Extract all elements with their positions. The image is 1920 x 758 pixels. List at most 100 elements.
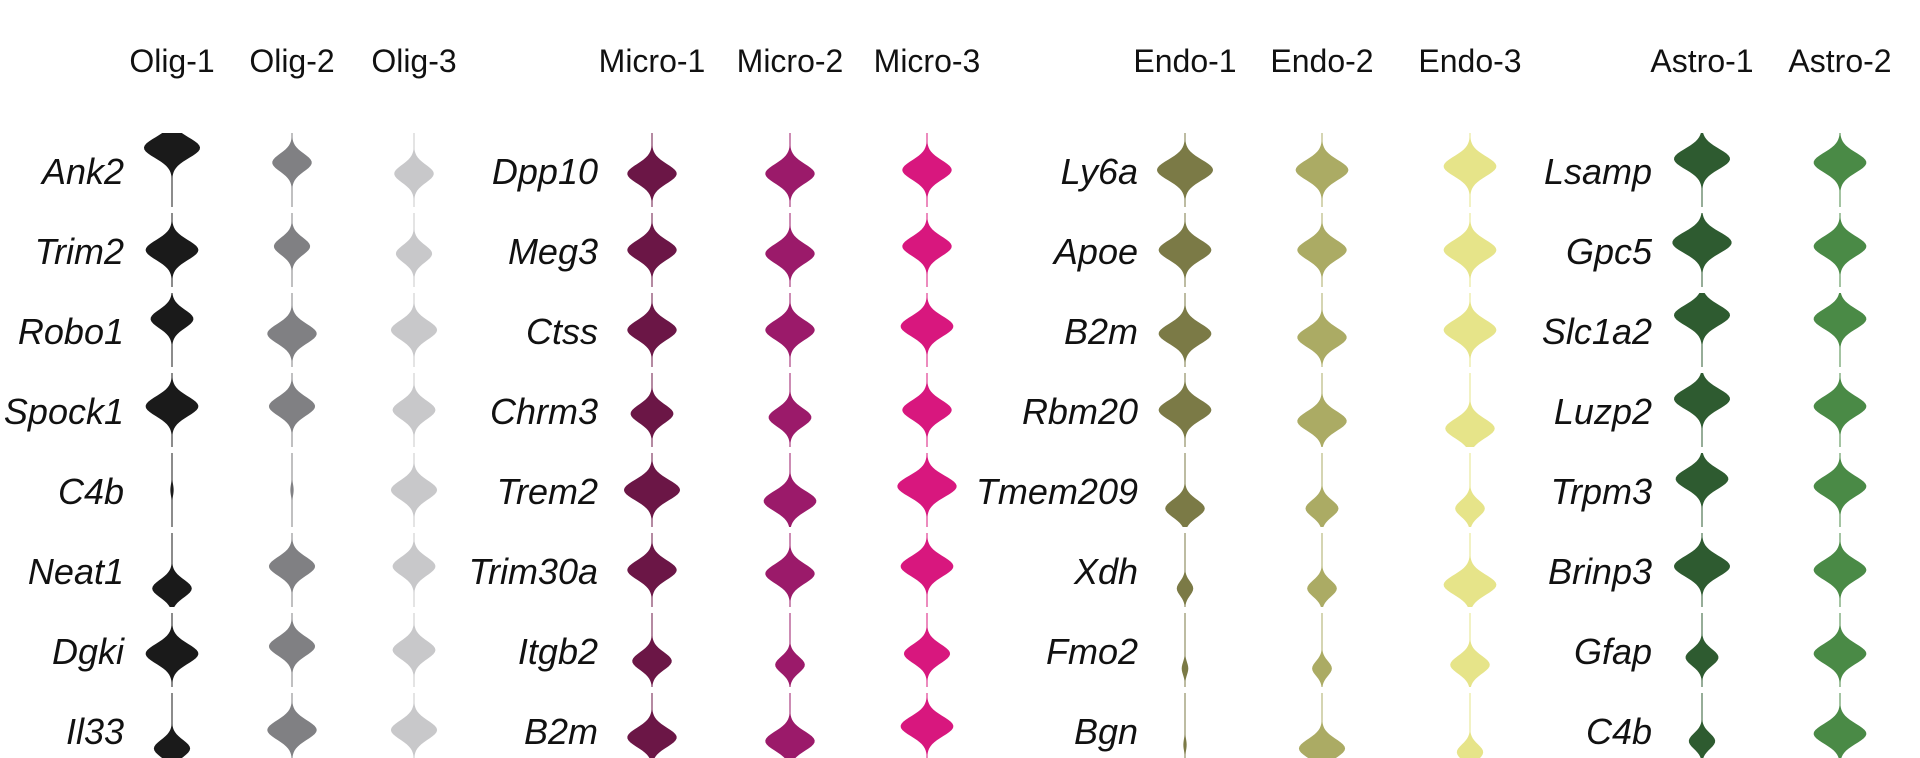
gene-label-xdh: Xdh xyxy=(1073,551,1138,592)
violin-micro-3-trim30a xyxy=(900,533,954,607)
violin-micro-2-dpp10 xyxy=(765,133,815,207)
violin-olig-2-ank2 xyxy=(272,133,312,207)
gene-label-gpc5: Gpc5 xyxy=(1566,231,1653,272)
violin-olig-1-il33 xyxy=(153,693,191,758)
violin-endo-1-xdh xyxy=(1176,533,1194,607)
violin-olig-1-neat1 xyxy=(152,533,192,607)
violin-astro-2-slc1a2 xyxy=(1813,293,1867,367)
violin-micro-3-itgb2 xyxy=(903,613,951,687)
violin-micro-3-ctss xyxy=(900,293,954,367)
violin-micro-1-b2m xyxy=(627,693,677,758)
gene-label-chrm3: Chrm3 xyxy=(490,391,598,432)
violin-olig-3-trim2 xyxy=(395,213,433,287)
cluster-title-olig-3: Olig-3 xyxy=(371,43,456,79)
violin-endo-3-rbm20 xyxy=(1445,373,1495,447)
violin-endo-2-b2m xyxy=(1297,293,1347,367)
cluster-title-endo-3: Endo-3 xyxy=(1418,43,1521,79)
violin-olig-3-spock1 xyxy=(392,373,436,447)
cluster-title-olig-1: Olig-1 xyxy=(129,43,214,79)
violin-micro-3-b2m xyxy=(900,693,954,758)
violin-olig-3-il33 xyxy=(390,693,438,758)
gene-label-dpp10: Dpp10 xyxy=(492,151,598,192)
cluster-title-astro-2: Astro-2 xyxy=(1788,43,1891,79)
violin-endo-2-rbm20 xyxy=(1297,373,1347,447)
panel-endothelial: Endo-1 Endo-2 Endo-3 Ly6a Apoe B2m Rbm20 Tmem20… xyxy=(976,43,1522,758)
gene-label-trpm3: Trpm3 xyxy=(1551,471,1652,512)
violin-astro-2-brinp3 xyxy=(1813,533,1867,607)
gene-label-il33: Il33 xyxy=(66,711,124,752)
gene-label-apoe: Apoe xyxy=(1052,231,1138,272)
panel-oligodendrocytes: Olig-1 Olig-2 Olig-3 Ank2 Trim2 Robo1 Spock1 C4… xyxy=(4,43,457,758)
violin-micro-1-dpp10 xyxy=(627,133,677,207)
violin-endo-2-apoe xyxy=(1297,213,1347,287)
violin-astro-2-gpc5 xyxy=(1813,213,1867,287)
gene-label-ly6a: Ly6a xyxy=(1061,151,1138,192)
violin-olig-1-robo1 xyxy=(150,293,194,367)
violin-micro-2-meg3 xyxy=(765,213,815,287)
violin-olig-2-trim2 xyxy=(273,213,311,287)
violin-endo-3-fmo2 xyxy=(1450,613,1490,687)
violin-olig-3-robo1 xyxy=(390,293,438,367)
violin-endo-1-b2m xyxy=(1158,293,1212,367)
panel-astrocytes: Astro-1 Astro-2 Lsamp Gpc5 Slc1a2 Luzp2 Trpm3 B… xyxy=(1542,43,1892,758)
gene-label-lsamp: Lsamp xyxy=(1544,151,1652,192)
violin-olig-1-c4b xyxy=(170,453,174,527)
gene-label-spock1: Spock1 xyxy=(4,391,124,432)
violin-endo-2-bgn xyxy=(1298,693,1346,758)
cluster-title-micro-2: Micro-2 xyxy=(737,43,844,79)
violin-endo-3-b2m xyxy=(1443,293,1497,367)
violin-astro-1-c4b xyxy=(1688,693,1716,758)
violin-endo-2-ly6a xyxy=(1295,133,1349,207)
violin-olig-1-ank2 xyxy=(143,133,201,207)
gene-label-dgki: Dgki xyxy=(52,631,125,672)
violin-micro-1-trim30a xyxy=(627,533,677,607)
gene-label-trim30a: Trim30a xyxy=(469,551,598,592)
gene-label-bgn: Bgn xyxy=(1074,711,1138,752)
gene-label-ctss: Ctss xyxy=(526,311,598,352)
gene-label-rbm20: Rbm20 xyxy=(1022,391,1138,432)
violin-astro-1-slc1a2 xyxy=(1673,293,1731,367)
gene-label-trim2: Trim2 xyxy=(35,231,124,272)
violin-endo-1-rbm20 xyxy=(1158,373,1212,447)
cluster-title-endo-2: Endo-2 xyxy=(1270,43,1373,79)
violin-micro-1-trem2 xyxy=(623,453,681,527)
violin-micro-2-trem2 xyxy=(763,453,817,527)
gene-label-fmo2: Fmo2 xyxy=(1046,631,1138,672)
violin-endo-3-tmem209 xyxy=(1455,453,1485,527)
violin-micro-3-chrm3 xyxy=(902,373,952,447)
violin-olig-2-robo1 xyxy=(267,293,317,367)
violin-olig-1-spock1 xyxy=(145,373,199,447)
violin-astro-1-trpm3 xyxy=(1675,453,1729,527)
violin-micro-2-trim30a xyxy=(765,533,815,607)
violin-micro-2-b2m xyxy=(765,693,815,758)
gene-label-c4b: C4b xyxy=(1586,711,1652,752)
violin-olig-2-dgki xyxy=(268,613,316,687)
violin-olig-2-il33 xyxy=(267,693,317,758)
violin-olig-3-dgki xyxy=(392,613,436,687)
violin-astro-1-brinp3 xyxy=(1673,533,1731,607)
violin-olig-3-ank2 xyxy=(394,133,434,207)
gene-label-trem2: Trem2 xyxy=(497,471,598,512)
gene-label-brinp3: Brinp3 xyxy=(1548,551,1652,592)
gene-label-meg3: Meg3 xyxy=(508,231,598,272)
violin-astro-2-gfap xyxy=(1813,613,1867,687)
violin-olig-1-dgki xyxy=(145,613,199,687)
violin-endo-2-tmem209 xyxy=(1305,453,1339,527)
violin-endo-1-ly6a xyxy=(1156,133,1214,207)
violin-olig-2-c4b xyxy=(290,453,294,527)
violin-micro-1-itgb2 xyxy=(632,613,672,687)
gene-label-robo1: Robo1 xyxy=(18,311,124,352)
violin-olig-2-neat1 xyxy=(268,533,316,607)
violin-astro-1-luzp2 xyxy=(1674,373,1730,447)
violin-endo-1-apoe xyxy=(1158,213,1212,287)
violin-micro-2-itgb2 xyxy=(775,613,805,687)
cluster-title-micro-1: Micro-1 xyxy=(599,43,706,79)
violin-astro-2-c4b xyxy=(1813,693,1867,758)
gene-label-ank2: Ank2 xyxy=(40,151,124,192)
violin-endo-3-ly6a xyxy=(1443,133,1497,207)
violin-micro-2-ctss xyxy=(765,293,815,367)
violin-endo-2-fmo2 xyxy=(1312,613,1332,687)
violin-astro-1-gpc5 xyxy=(1672,213,1732,287)
violin-astro-2-trpm3 xyxy=(1813,453,1867,527)
